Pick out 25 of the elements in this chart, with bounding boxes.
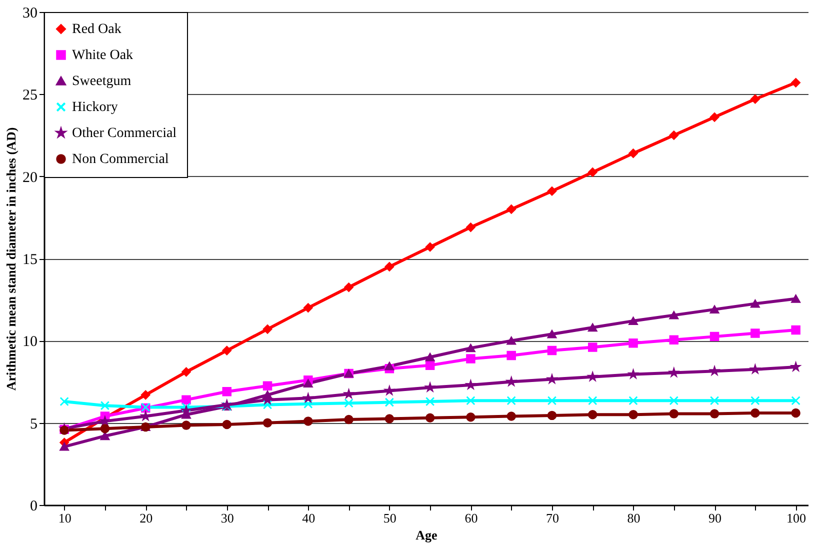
y-axis-title: Arithmetic mean stand diameter in inches (AD) (4, 127, 18, 391)
legend-label: Non Commercial (72, 152, 169, 167)
y-tick-label: 25 (22, 88, 38, 104)
y-tick-label: 30 (22, 6, 38, 22)
y-tick-label: 0 (30, 498, 38, 514)
x-tick-label: 80 (627, 510, 640, 526)
x-tick-label: 100 (786, 510, 806, 526)
legend-label: White Oak (72, 48, 134, 63)
legend-label: Hickory (72, 100, 118, 115)
x-tick-label: 20 (140, 510, 153, 526)
y-tick-label: 10 (22, 334, 38, 350)
x-tick-label: 90 (708, 510, 722, 526)
legend-label: Sweetgum (72, 74, 132, 89)
x-tick-label: 40 (302, 510, 316, 526)
legend-label: Red Oak (72, 22, 122, 37)
x-tick-label: 50 (383, 510, 396, 526)
x-tick-label: 70 (546, 510, 559, 526)
y-tick-label: 20 (22, 170, 38, 186)
x-tick-label: 60 (464, 510, 478, 526)
x-axis-title: Age (416, 528, 438, 542)
legend-label: Other Commercial (72, 126, 177, 141)
y-tick-label: 15 (22, 252, 38, 268)
x-tick-label: 30 (220, 510, 234, 526)
x-tick-label: 10 (58, 510, 72, 526)
y-tick-label: 5 (30, 416, 38, 432)
